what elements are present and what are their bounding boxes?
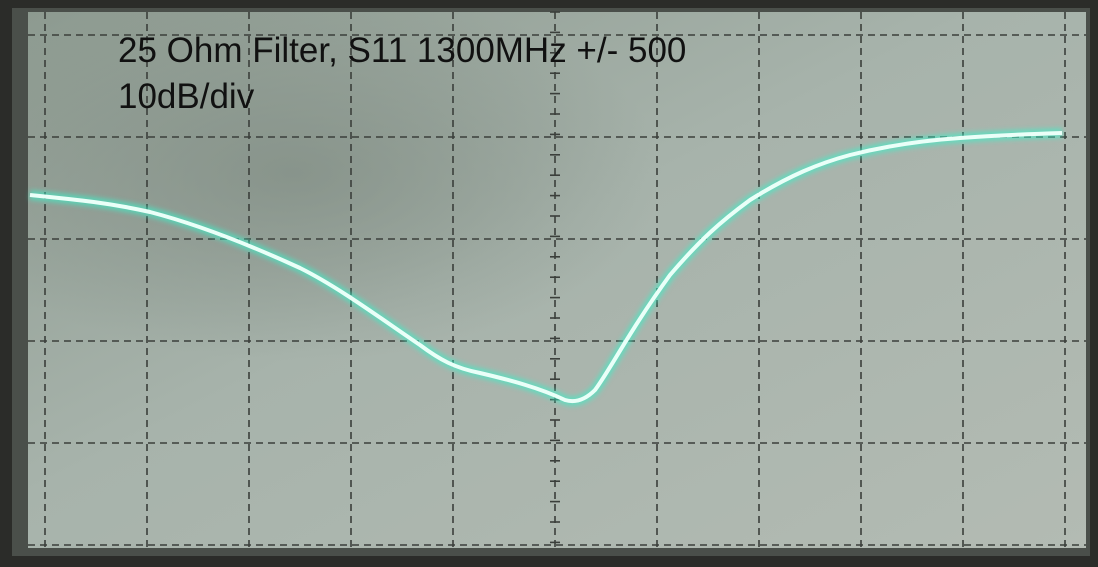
graticule [28,11,1086,548]
scale-label: 10dB/div [118,77,255,116]
title: 25 Ohm Filter, S11 1300MHz +/- 500 [118,31,686,70]
screen-reflection [28,12,1086,548]
trace [29,131,1063,404]
